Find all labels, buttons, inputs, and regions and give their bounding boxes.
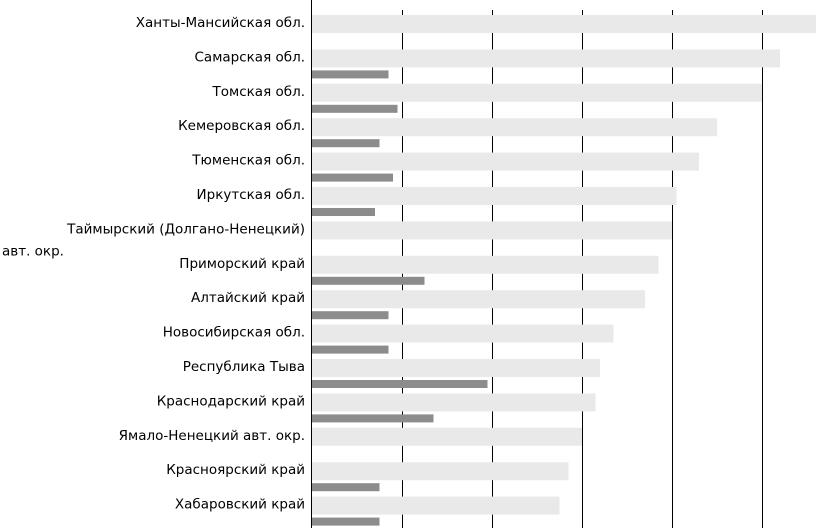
bar-light (312, 427, 582, 446)
category-label: Хабаровский край (175, 497, 305, 513)
bar-light (312, 496, 560, 515)
category-label: Ямало-Ненецкий авт. окр. (119, 428, 305, 444)
category-label: Алтайский край (191, 290, 305, 306)
bar-dark (312, 173, 393, 182)
bar-dark (312, 483, 380, 492)
category-label-continued: авт. окр. (2, 243, 64, 259)
category-label: Томская обл. (212, 84, 305, 100)
bar-light (312, 359, 600, 377)
category-label: Кемеровская обл. (178, 118, 305, 134)
bar-light (312, 152, 699, 171)
bar-light (312, 290, 645, 309)
bar-light (312, 324, 614, 343)
bar-dark (312, 276, 425, 285)
bar-dark (312, 380, 488, 388)
category-label: Таймырский (Долгано-Ненецкий) (66, 221, 305, 237)
bar-dark (312, 70, 389, 79)
bar-dark (312, 104, 398, 113)
bar-light (312, 15, 816, 33)
bar-light (312, 255, 659, 274)
bar-light (312, 49, 780, 68)
category-label: Республика Тыва (183, 359, 305, 375)
category-label: Новосибирская обл. (163, 325, 305, 341)
category-label: Самарская обл. (195, 49, 306, 65)
category-label: Тюменская обл. (191, 153, 305, 169)
category-label: Приморский край (179, 256, 305, 272)
category-labels: Ханты-Мансийская обл. Самарская обл. Томск… (2, 15, 305, 513)
bar-dark (312, 208, 375, 216)
bar-light (312, 462, 569, 481)
bar-dark (312, 311, 389, 320)
category-label: Иркутская обл. (197, 187, 305, 203)
bar-light (312, 83, 762, 102)
bar-dark (312, 345, 389, 354)
bar-dark (312, 517, 380, 526)
category-label: Ханты-Мансийская обл. (136, 15, 305, 31)
bar-light (312, 221, 672, 240)
bar-light (312, 393, 596, 412)
bar-dark (312, 139, 380, 148)
bars-layer (312, 15, 816, 526)
category-label: Краснодарский край (157, 393, 305, 409)
bar-dark (312, 414, 434, 423)
bar-light (312, 118, 717, 137)
bar-light (312, 187, 677, 205)
category-label: Красноярский край (166, 462, 305, 478)
